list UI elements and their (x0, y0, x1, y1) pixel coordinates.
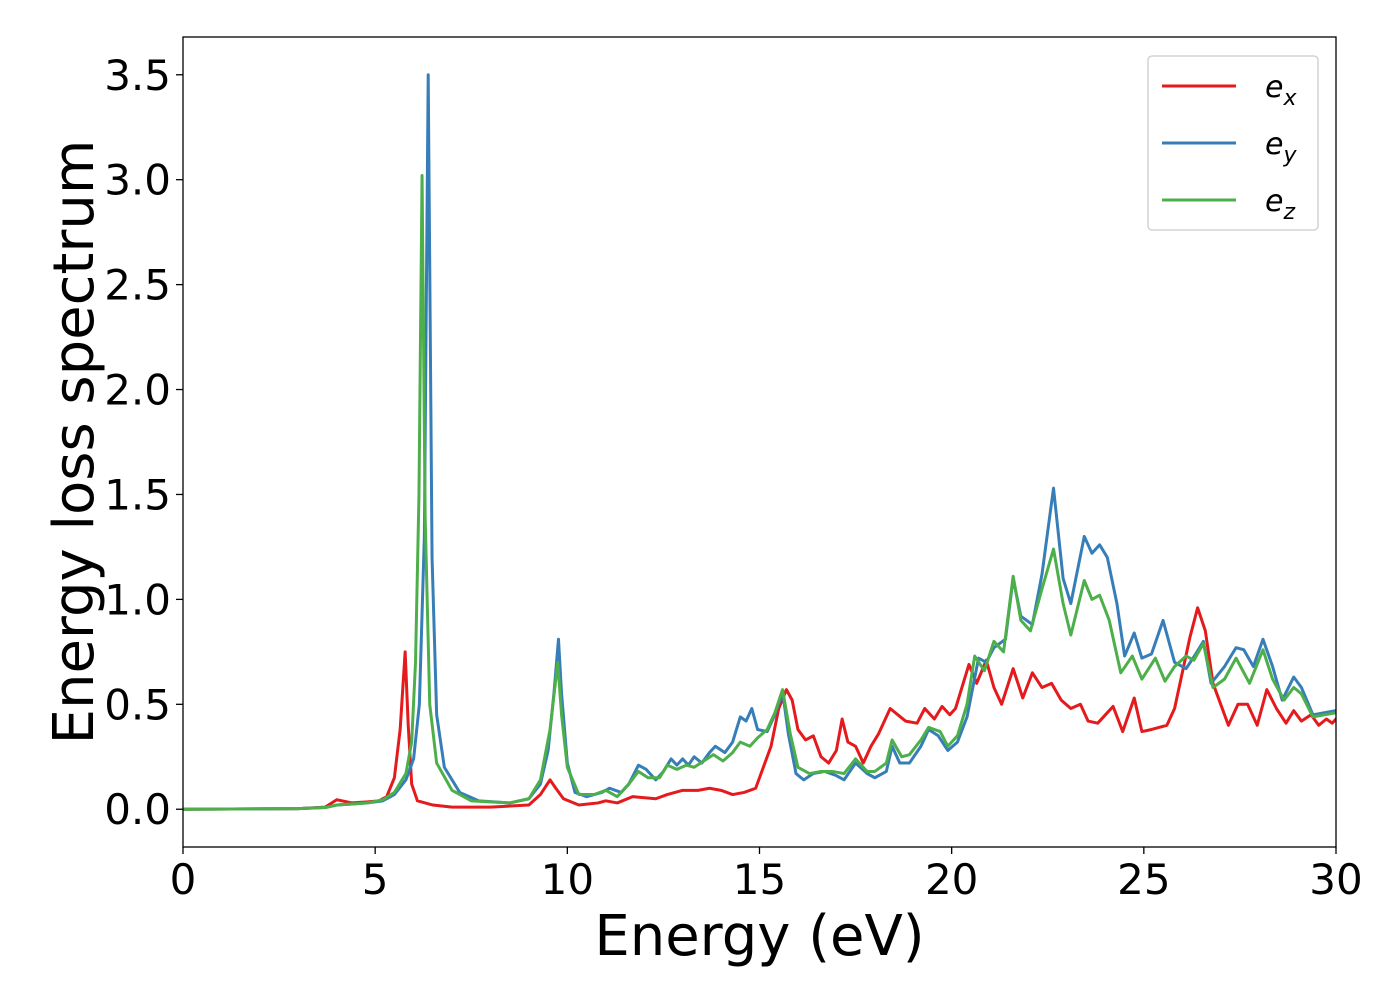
y-tick-label: 2.5 (104, 261, 171, 310)
series-line-e-z (183, 174, 1336, 811)
y-tick-label: 1.0 (104, 575, 171, 624)
x-tick-label: 15 (733, 855, 786, 904)
y-tick-label: 3.5 (104, 51, 171, 100)
x-tick-label: 0 (170, 855, 197, 904)
x-tick-label: 20 (925, 855, 978, 904)
x-axis-title: Energy (eV) (594, 904, 924, 969)
legend-label-e-z: ez (1265, 184, 1295, 225)
x-tick-label: 25 (1117, 855, 1170, 904)
x-tick-label: 5 (362, 855, 389, 904)
y-tick-label: 3.0 (104, 156, 171, 205)
series-line-e-x (183, 606, 1336, 811)
y-tick-label: 0.5 (104, 680, 171, 729)
y-axis-title: Energy loss spectrum (42, 140, 107, 745)
x-tick-label: 10 (541, 855, 594, 904)
x-tick-label: 30 (1309, 855, 1362, 904)
legend: ex ey ez (1147, 55, 1319, 231)
legend-label-e-x: ex (1265, 70, 1297, 111)
y-tick-label: 1.5 (104, 470, 171, 519)
legend-items: ex ey ez (1162, 70, 1297, 225)
y-tick-label: 2.0 (104, 366, 171, 415)
y-tick-label: 0.0 (104, 785, 171, 834)
legend-label-e-y: ey (1265, 127, 1297, 168)
ticks-layer: 0 5 10 15 20 25 30 0.0 0.5 1.0 1.5 2.0 2.5 3.0 3.5 (104, 51, 1363, 904)
series-layer (183, 73, 1336, 811)
